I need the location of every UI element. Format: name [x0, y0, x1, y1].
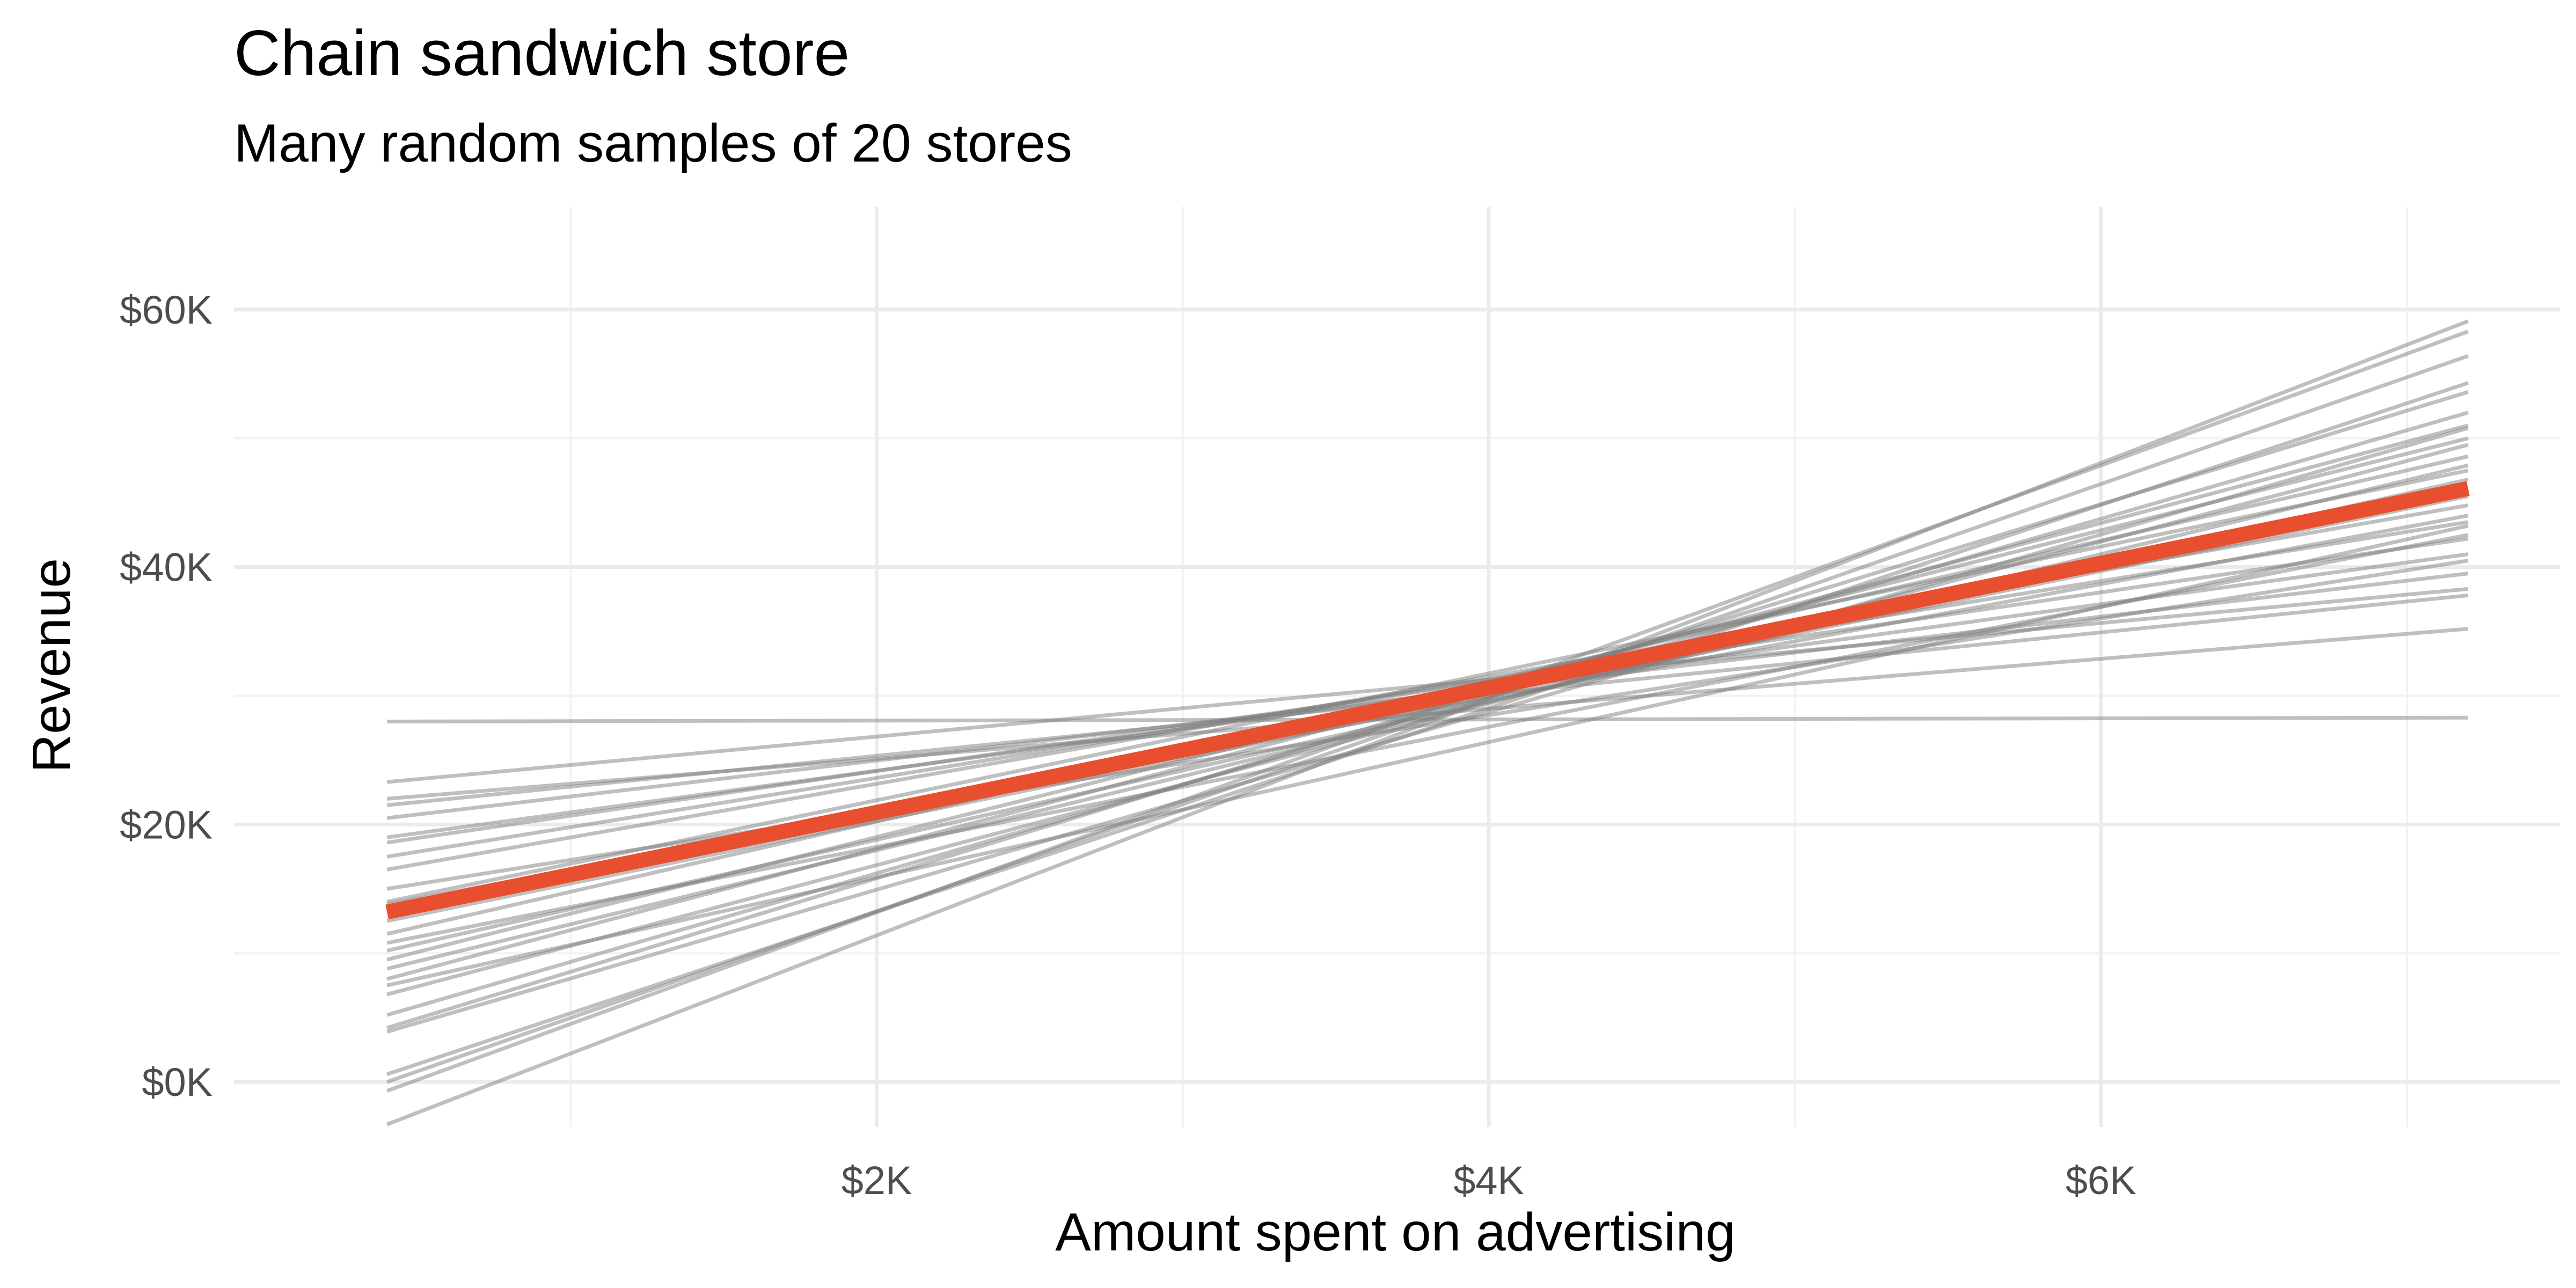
x-axis-label: Amount spent on advertising [1055, 1202, 1735, 1262]
x-tick-label: $6K [2066, 1158, 2136, 1203]
sample-line-22 [386, 381, 2469, 1076]
chart-title: Chain sandwich store [234, 17, 850, 89]
fitted-line-group [385, 481, 2470, 920]
sample-line-25 [386, 319, 2469, 1126]
grid [234, 207, 2560, 1127]
y-tick-label: $60K [120, 288, 213, 332]
sample-line-19 [386, 411, 2469, 1017]
y-tick-label: $40K [120, 545, 213, 590]
tick-labels: $2K $4K $6K $0K $20K $40K $60K [120, 288, 2136, 1203]
chart-subtitle: Many random samples of 20 stores [234, 113, 1072, 173]
y-tick-label: $0K [142, 1060, 213, 1104]
x-tick-label: $2K [841, 1158, 912, 1203]
x-tick-label: $4K [1453, 1158, 1524, 1203]
sample-line-7 [386, 520, 2469, 859]
sample-line-23 [386, 354, 2469, 1084]
sample-line-28 [386, 533, 2469, 945]
sample-lines [386, 319, 2469, 1126]
sample-line-10 [386, 469, 2469, 904]
fitted-line [385, 481, 2470, 920]
y-axis-label: Revenue [21, 558, 82, 773]
y-tick-label: $20K [120, 802, 213, 847]
